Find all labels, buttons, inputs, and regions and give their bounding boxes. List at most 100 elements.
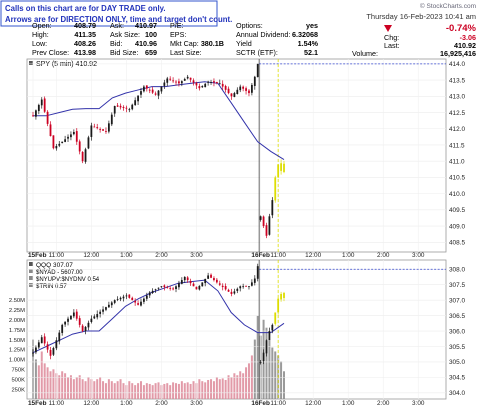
candle-body [262, 216, 265, 227]
volume-bar [210, 379, 213, 399]
down-arrow-icon [384, 25, 392, 32]
y-tick-label: 307.0 [449, 297, 465, 304]
volume-bar [172, 382, 175, 399]
volume-bar [145, 383, 148, 399]
volume-bar [236, 375, 239, 399]
volume-bar [37, 365, 40, 399]
candle-body [277, 164, 280, 178]
y-tick-label: 304.0 [449, 390, 465, 397]
watermark: © StockCharts.com [420, 2, 476, 10]
volume-bar [128, 381, 131, 399]
candle-body [154, 93, 157, 95]
candle-body [210, 274, 212, 278]
candle-body [35, 347, 37, 353]
nyupv-legend-swatch [29, 276, 33, 280]
volume-bar [207, 379, 210, 399]
candle-body [239, 286, 242, 289]
volume-bar [280, 361, 283, 399]
x-tick-label: 16Feb [251, 400, 270, 406]
volume-bar [69, 375, 72, 399]
candle-body [122, 106, 125, 108]
candle-body [99, 129, 102, 130]
candle-body [113, 300, 116, 303]
candle-body [213, 81, 215, 83]
candle-body [274, 177, 277, 201]
y-tick-label: 308.0 [449, 267, 465, 274]
x-tick-label: 11:00 [270, 400, 286, 406]
quote-value: 100 [145, 30, 157, 39]
volume-bar [227, 375, 230, 399]
candle-body [134, 301, 137, 303]
quote-label: Options: [236, 21, 263, 30]
volume-bar [242, 373, 245, 399]
candle-body [218, 83, 221, 85]
candle-body [198, 285, 201, 290]
candle-body [280, 293, 282, 300]
candle-body [157, 287, 160, 289]
candle-body [96, 127, 99, 129]
candle-body [55, 146, 58, 149]
y-tick-label: 411.5 [449, 142, 465, 149]
quote-label: Prev Close: [32, 48, 69, 57]
candle-body [268, 331, 271, 340]
volume-bar [283, 371, 285, 399]
candle-body [67, 318, 69, 322]
candle-body [84, 149, 87, 162]
candle-body [259, 361, 262, 363]
volume-bar [78, 375, 81, 399]
candle-body [61, 141, 64, 144]
candle-body [265, 340, 268, 354]
quote-label: Yield [236, 39, 252, 48]
candle-body [239, 86, 242, 91]
volume-bar [256, 315, 259, 399]
volume-bar [81, 379, 84, 399]
y-tick-label: 411.0 [449, 158, 465, 165]
candle-body [93, 316, 96, 319]
candle-body [70, 134, 72, 138]
candle-body [271, 324, 274, 331]
legend-trin: $TRIN 0.57 [36, 284, 67, 290]
candle-body [256, 266, 259, 279]
candle-body [283, 163, 285, 172]
quote-value: 411.35 [74, 30, 96, 39]
y-tick-label: 412.5 [449, 110, 465, 117]
x-tick-label: 12:00 [305, 400, 321, 406]
y-tick-label: 413.5 [449, 77, 465, 84]
candle-body [215, 279, 218, 283]
candle-body [75, 311, 78, 319]
axis-layer: 408.5 409.0 409.5 410.0 410.5 411.0 411.5 412.0… [9, 61, 466, 406]
volume-bar [186, 382, 189, 399]
y-tick-label: 305.5 [449, 344, 465, 351]
last-label: Last: [384, 41, 400, 50]
volume-bar [192, 381, 195, 399]
candle-body [81, 151, 84, 162]
candle-body [90, 318, 93, 322]
candle-body [122, 296, 125, 299]
candle-body [102, 309, 104, 312]
volume-tick-label: 2.00M [9, 318, 25, 324]
volume-bar [107, 379, 110, 399]
candle-body [283, 292, 285, 298]
volume-tick-label: 1.75M [9, 328, 25, 334]
candle-body [178, 283, 180, 288]
candle-body [201, 86, 204, 88]
volume-tick-label: 1.50M [9, 338, 25, 344]
candle-body [224, 286, 227, 290]
volume-tick-label: 1.25M [9, 348, 25, 354]
candle-body [242, 86, 245, 89]
candle-body [204, 278, 207, 284]
candle-body [145, 295, 148, 299]
candle-body [230, 291, 233, 294]
volume-bar [99, 377, 102, 399]
candle-body [213, 278, 215, 281]
candle-body [256, 63, 259, 78]
candle-body [180, 81, 183, 84]
candle-body [163, 82, 166, 86]
quote-value: 413.98 [74, 48, 96, 57]
candle-body [198, 86, 201, 89]
volume-bar [148, 383, 151, 399]
candle-body [105, 131, 107, 132]
candle-body [180, 280, 183, 284]
candle-body [178, 81, 180, 84]
